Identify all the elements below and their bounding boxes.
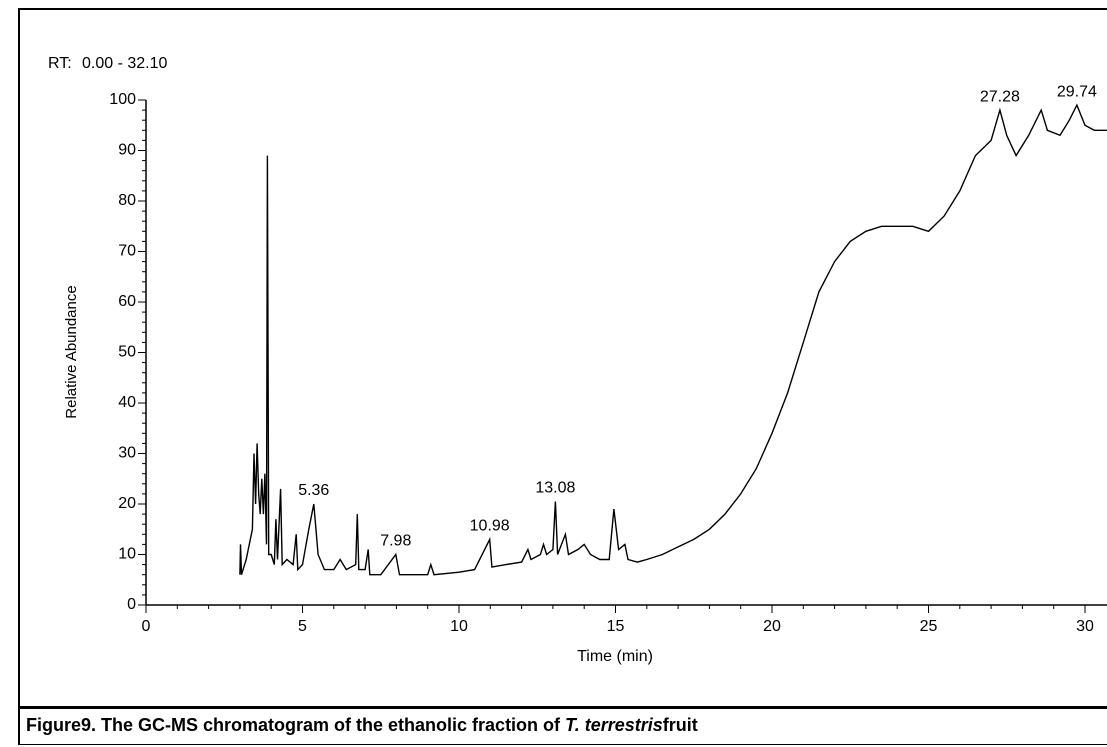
peak-label: 10.98 [470,518,510,535]
x-tick-label: 25 [920,618,938,635]
x-tick-label: 5 [298,618,307,635]
x-axis-label: Time (min) [577,648,653,665]
y-tick-label: 70 [118,243,136,260]
caption-text: Figure9. The GC-MS chromatogram of the e… [26,715,566,735]
x-tick-label: 10 [450,618,468,635]
y-tick-label: 90 [118,142,136,159]
y-tick-label: 30 [118,445,136,462]
peak-label: 7.98 [380,533,411,550]
y-tick-label: 80 [118,192,136,209]
y-tick-label: 0 [127,596,136,613]
peak-label: 27.28 [980,88,1020,105]
peak-label: 13.08 [535,480,575,497]
rt-range: 0.00 - 32.10 [82,55,168,72]
y-tick-label: 40 [118,394,136,411]
caption-italic: T. terrestris [565,715,663,735]
y-tick-label: 60 [118,293,136,310]
x-tick-label: 15 [607,618,625,635]
chart: RT: 0.00 - 32.10 Time (min) Relative Abu… [48,55,1107,665]
peak-label: 5.36 [298,482,329,499]
y-tick-label: 10 [118,546,136,563]
figure-frame [18,8,1107,709]
y-axis-label: Relative Abundance [63,285,80,418]
caption: Figure9. The GC-MS chromatogram of the e… [18,707,1107,745]
caption-text: fruit [662,715,698,735]
y-tick-label: 50 [118,344,136,361]
chromatogram-trace [239,103,1107,576]
y-tick-label: 20 [118,495,136,512]
x-tick-label: 30 [1076,618,1094,635]
x-tick-label: 0 [142,618,151,635]
rt-label: RT: [48,55,72,72]
x-tick-label: 20 [763,618,781,635]
peak-label: 29.74 [1057,83,1097,100]
y-tick-label: 100 [109,91,136,108]
